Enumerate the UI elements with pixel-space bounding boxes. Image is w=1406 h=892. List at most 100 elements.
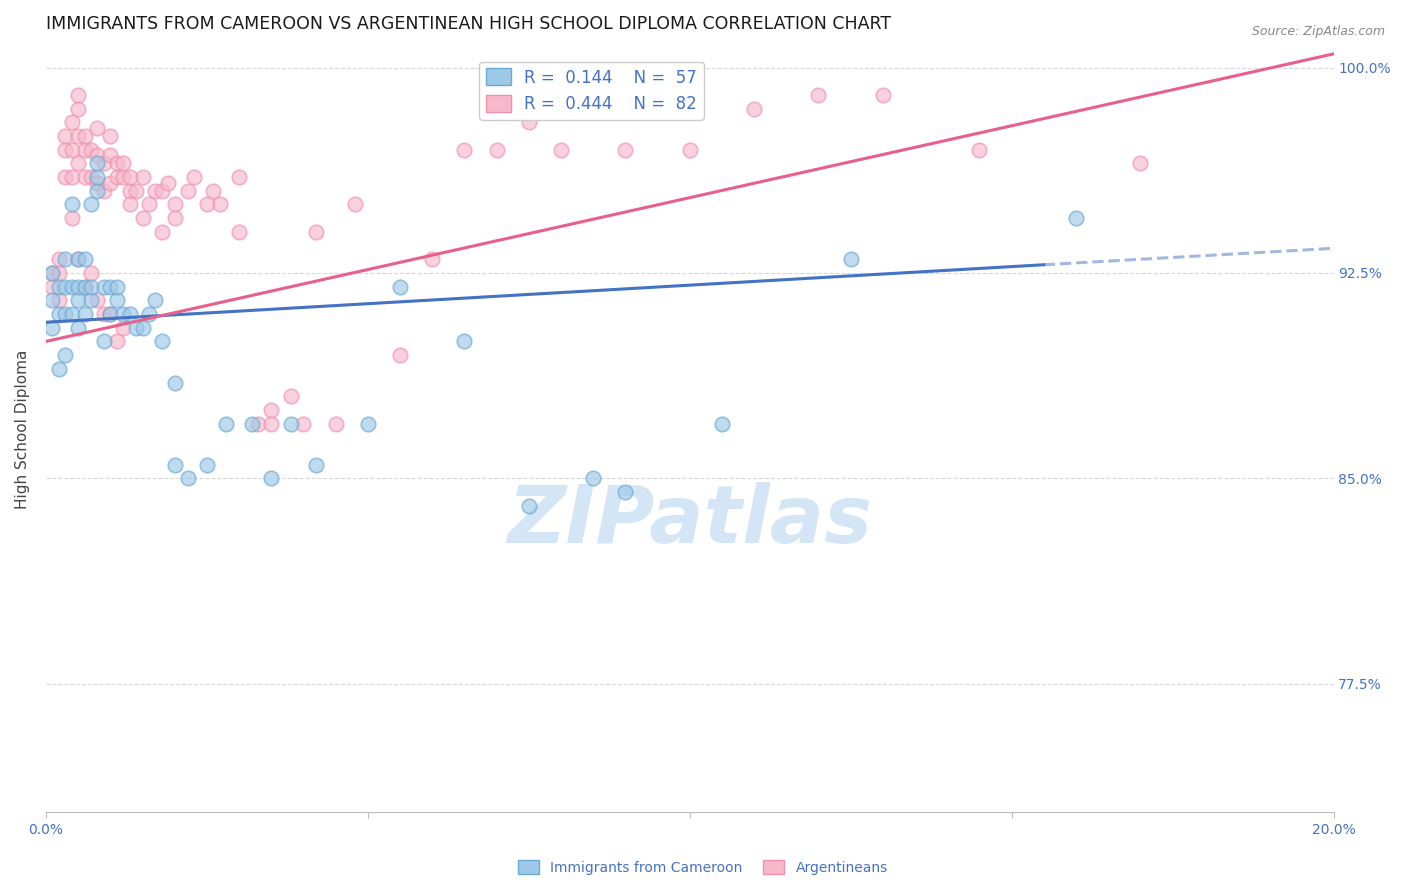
Point	[86, 176, 108, 190]
Point	[150, 334, 173, 349]
Point	[48, 252, 70, 267]
Point	[53, 170, 76, 185]
Point	[260, 471, 283, 485]
Point	[105, 334, 128, 349]
Point	[228, 225, 250, 239]
Point	[48, 266, 70, 280]
Point	[53, 143, 76, 157]
Point	[453, 334, 475, 349]
Point	[73, 279, 96, 293]
Point	[41, 279, 63, 293]
Point	[60, 197, 83, 211]
Point	[86, 293, 108, 308]
Point	[67, 87, 90, 102]
Point	[60, 115, 83, 129]
Point	[357, 417, 380, 431]
Point	[614, 485, 637, 500]
Point	[112, 156, 135, 170]
Point	[1129, 156, 1152, 170]
Point	[131, 320, 153, 334]
Point	[807, 87, 830, 102]
Point	[118, 197, 141, 211]
Point	[517, 115, 540, 129]
Point	[614, 143, 637, 157]
Point	[93, 156, 115, 170]
Point	[138, 307, 160, 321]
Point	[305, 225, 328, 239]
Point	[98, 176, 121, 190]
Point	[145, 293, 167, 308]
Point	[67, 279, 90, 293]
Point	[41, 266, 63, 280]
Point	[53, 307, 76, 321]
Point	[73, 307, 96, 321]
Point	[60, 143, 83, 157]
Legend: Immigrants from Cameroon, Argentineans: Immigrants from Cameroon, Argentineans	[513, 855, 893, 880]
Point	[969, 143, 991, 157]
Point	[208, 197, 231, 211]
Point	[86, 156, 108, 170]
Point	[582, 471, 605, 485]
Text: Source: ZipAtlas.com: Source: ZipAtlas.com	[1251, 25, 1385, 38]
Point	[67, 252, 90, 267]
Point	[305, 458, 328, 472]
Point	[280, 389, 302, 403]
Point	[163, 458, 186, 472]
Point	[325, 417, 347, 431]
Point	[118, 184, 141, 198]
Point	[176, 471, 198, 485]
Point	[163, 197, 186, 211]
Point	[60, 170, 83, 185]
Point	[48, 279, 70, 293]
Point	[73, 279, 96, 293]
Point	[67, 320, 90, 334]
Point	[125, 184, 148, 198]
Point	[163, 211, 186, 226]
Point	[86, 184, 108, 198]
Point	[131, 211, 153, 226]
Point	[60, 307, 83, 321]
Point	[112, 320, 135, 334]
Point	[260, 417, 283, 431]
Point	[67, 102, 90, 116]
Point	[86, 170, 108, 185]
Point	[105, 170, 128, 185]
Point	[710, 417, 733, 431]
Point	[73, 143, 96, 157]
Point	[118, 170, 141, 185]
Point	[260, 403, 283, 417]
Point	[80, 170, 103, 185]
Point	[157, 176, 180, 190]
Point	[80, 266, 103, 280]
Point	[67, 129, 90, 144]
Point	[80, 143, 103, 157]
Point	[48, 307, 70, 321]
Point	[872, 87, 894, 102]
Point	[343, 197, 366, 211]
Point	[67, 293, 90, 308]
Point	[183, 170, 205, 185]
Point	[53, 348, 76, 362]
Point	[550, 143, 572, 157]
Point	[215, 417, 238, 431]
Point	[420, 252, 443, 267]
Point	[485, 143, 508, 157]
Y-axis label: High School Diploma: High School Diploma	[15, 350, 30, 508]
Point	[389, 279, 412, 293]
Point	[98, 307, 121, 321]
Point	[86, 148, 108, 162]
Point	[98, 279, 121, 293]
Point	[228, 170, 250, 185]
Point	[93, 184, 115, 198]
Point	[105, 279, 128, 293]
Point	[176, 184, 198, 198]
Point	[53, 129, 76, 144]
Point	[280, 417, 302, 431]
Point	[41, 266, 63, 280]
Point	[105, 293, 128, 308]
Point	[125, 320, 148, 334]
Point	[517, 499, 540, 513]
Point	[53, 279, 76, 293]
Point	[131, 170, 153, 185]
Point	[48, 293, 70, 308]
